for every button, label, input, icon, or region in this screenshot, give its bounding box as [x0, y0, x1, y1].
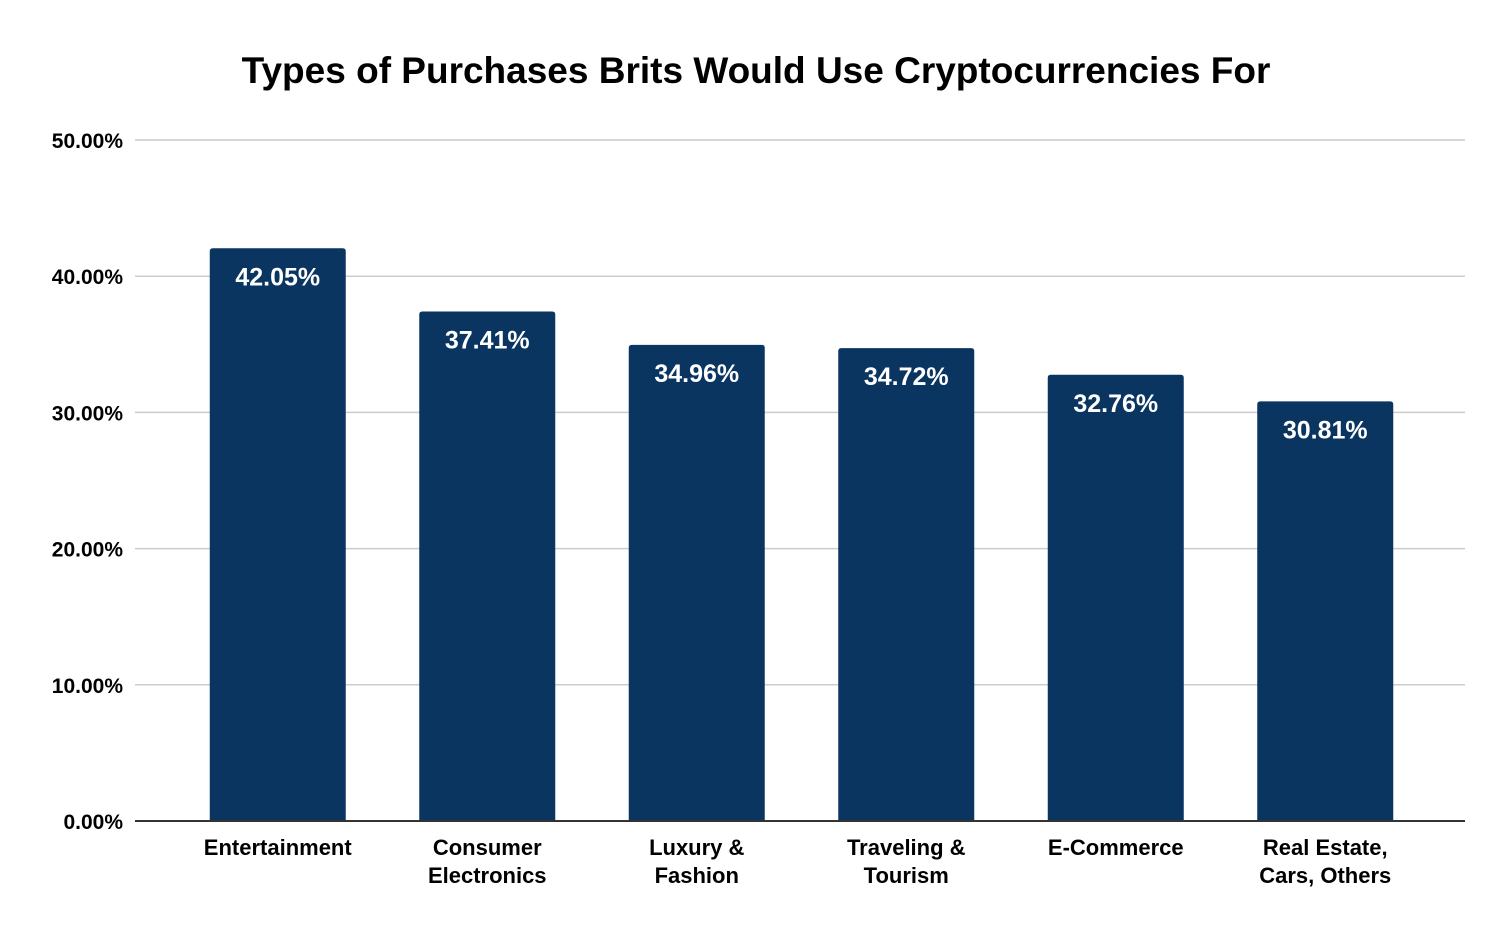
- bar-value-label: 37.41%: [445, 326, 530, 354]
- y-tick-label: 0.00%: [63, 811, 123, 834]
- x-tick-label: Tourism: [864, 863, 949, 888]
- x-tick-label: Fashion: [655, 863, 739, 888]
- bar-value-labels: 42.05% 37.41% 34.96% 34.72% 32.76% 30.81%: [235, 263, 1367, 444]
- x-tick-label: Consumer: [433, 835, 542, 860]
- bar-value-label: 42.05%: [235, 263, 320, 291]
- x-tick-label: E-Commerce: [1048, 835, 1184, 860]
- bar-value-label: 34.96%: [654, 360, 739, 388]
- chart-title: Types of Purchases Brits Would Use Crypt…: [241, 50, 1271, 91]
- bar-value-label: 32.76%: [1073, 390, 1158, 418]
- x-tick-label: Entertainment: [204, 835, 353, 860]
- bars: [209, 248, 1394, 822]
- bar: [209, 248, 346, 822]
- y-tick-label: 20.00%: [52, 539, 124, 562]
- x-axis-tick-labels: Entertainment Consumer Electronics Luxury &…: [204, 835, 1391, 888]
- y-tick-label: 40.00%: [52, 266, 124, 289]
- y-tick-label: 10.00%: [52, 675, 124, 698]
- bar: [838, 348, 975, 821]
- x-tick-label: Real Estate,: [1263, 835, 1388, 860]
- bar: [628, 344, 765, 821]
- bar: [1047, 374, 1184, 821]
- y-axis-tick-labels: 0.00% 10.00% 20.00% 30.00% 40.00% 50.00%: [52, 130, 124, 834]
- y-tick-label: 30.00%: [52, 402, 124, 425]
- x-tick-label: Traveling &: [847, 835, 966, 860]
- x-tick-label: Cars, Others: [1259, 863, 1391, 888]
- x-tick-label: Electronics: [428, 863, 547, 888]
- y-tick-label: 50.00%: [52, 130, 124, 153]
- bar: [419, 311, 556, 821]
- bar-value-label: 30.81%: [1283, 416, 1368, 444]
- x-tick-label: Luxury &: [649, 835, 744, 860]
- bar-value-label: 34.72%: [864, 363, 949, 391]
- gridlines: [135, 139, 1465, 686]
- bar: [1257, 401, 1394, 821]
